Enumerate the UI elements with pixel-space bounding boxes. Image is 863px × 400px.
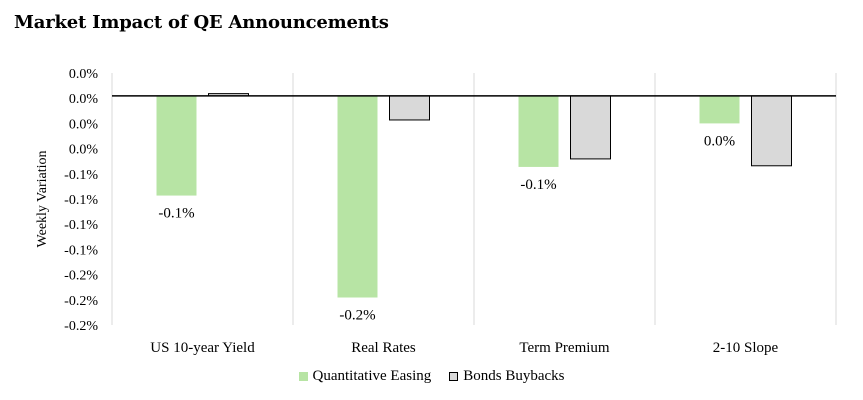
x-category-label: US 10-year Yield — [150, 340, 255, 356]
data-label: 0.0% — [704, 133, 735, 149]
bar-quantitative-easing — [337, 95, 378, 298]
legend-label-quantitative-easing: Quantitative Easing — [312, 368, 432, 384]
y-tick-label: -0.1% — [64, 193, 98, 208]
y-tick-label: 0.0% — [69, 117, 99, 132]
chart-legend: Quantitative Easing Bonds Buybacks — [0, 368, 863, 385]
y-tick-label: -0.2% — [64, 294, 98, 309]
y-tick-label: 0.0% — [69, 143, 99, 158]
legend-swatch-quantitative-easing — [298, 372, 308, 381]
x-category-label: 2-10 Slope — [713, 340, 779, 356]
bar-quantitative-easing — [699, 95, 740, 124]
bar-bonds-buybacks — [570, 95, 611, 160]
bar-quantitative-easing — [518, 95, 559, 167]
bar-quantitative-easing — [156, 95, 197, 196]
legend-swatch-bonds-buybacks — [449, 372, 459, 381]
legend-item-bonds-buybacks: Bonds Buybacks — [449, 368, 564, 385]
y-tick-label: -0.2% — [64, 319, 98, 334]
chart-title: Market Impact of QE Announcements — [14, 12, 389, 33]
x-category-label: Term Premium — [519, 340, 610, 356]
y-tick-label: -0.1% — [64, 218, 98, 233]
y-tick-label: -0.1% — [64, 168, 98, 183]
x-category-label: Real Rates — [351, 340, 416, 356]
legend-item-quantitative-easing: Quantitative Easing — [298, 368, 432, 385]
bar-bonds-buybacks — [389, 95, 430, 121]
y-tick-label: 0.0% — [69, 67, 99, 82]
y-tick-label: -0.2% — [64, 269, 98, 284]
data-label: -0.1% — [520, 177, 556, 193]
y-tick-label: 0.0% — [69, 92, 99, 107]
data-label: -0.1% — [158, 206, 194, 222]
y-tick-label: -0.1% — [64, 243, 98, 258]
bar-bonds-buybacks — [751, 95, 792, 167]
data-label: -0.2% — [339, 308, 375, 324]
y-axis-title: Weekly Variation — [35, 151, 50, 248]
legend-label-bonds-buybacks: Bonds Buybacks — [463, 368, 565, 384]
